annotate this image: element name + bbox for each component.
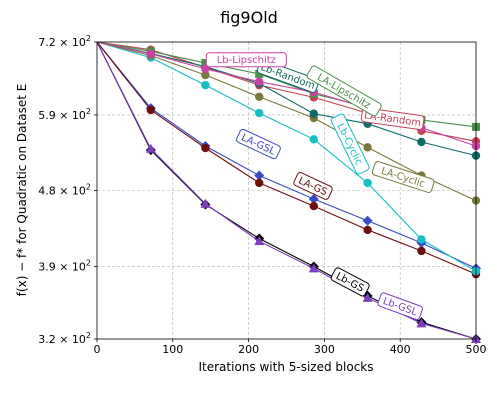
data-point — [363, 178, 372, 188]
series-label: Lb-GS — [330, 267, 370, 297]
data-point — [200, 198, 211, 208]
x-tick-label: 300 — [314, 343, 335, 356]
y-axis-label: f(x) − f* for Quadratic on Dataset E — [15, 84, 29, 297]
x-tick-label: 100 — [162, 343, 183, 356]
data-point — [309, 135, 318, 144]
data-point — [255, 92, 264, 101]
x-tick-label: 200 — [238, 343, 259, 356]
series-line — [96, 41, 477, 157]
y-tick-label: 3.9 × 102 — [38, 259, 91, 274]
data-point — [308, 193, 319, 204]
data-point — [255, 77, 264, 86]
series-label-box — [371, 161, 435, 193]
series-label: Lb-Lipschitz — [205, 52, 287, 68]
plot-frame — [96, 41, 477, 340]
data-point — [362, 215, 373, 226]
data-point — [309, 201, 318, 211]
series-line — [96, 41, 477, 272]
data-point — [255, 108, 264, 118]
series-label-box — [306, 65, 382, 117]
series-label: Lb-GSL — [377, 292, 423, 320]
y-tick-label: 7.2 × 102 — [38, 34, 91, 49]
series-label-box — [236, 128, 281, 160]
data-point — [146, 49, 156, 59]
data-point — [417, 137, 426, 147]
series-label-box — [205, 52, 287, 68]
series-line — [96, 41, 477, 340]
x-tick-label: 500 — [466, 343, 487, 356]
series-label-box — [377, 292, 423, 320]
ticks: 0 100 200 300 400 500 7.2 × 102 5.9 × 102 4.8 × … — [38, 34, 486, 356]
data-point — [146, 105, 156, 115]
data-point — [201, 70, 210, 80]
y-tick-label: 4.8 × 102 — [38, 183, 91, 198]
series-label: LA-GSL — [236, 128, 281, 160]
data-point — [254, 236, 265, 246]
data-point — [201, 58, 210, 67]
x-tick-label: 400 — [390, 343, 411, 356]
x-axis-label: Iterations with 5-sized blocks — [199, 360, 374, 374]
chart-title: fig9Old — [220, 8, 278, 27]
series-label-box — [330, 113, 370, 175]
data-point — [255, 178, 264, 188]
data-point — [201, 143, 210, 153]
series-line — [96, 41, 477, 202]
data-point — [362, 292, 373, 302]
series-line — [96, 41, 477, 275]
data-point — [201, 80, 210, 90]
x-tick-label: 0 — [94, 343, 101, 356]
series-layer — [96, 41, 481, 344]
data-point — [145, 143, 156, 153]
data-point — [309, 109, 318, 118]
data-point — [308, 263, 319, 273]
series-label-text: Lb-Lipschitz — [217, 55, 276, 66]
data-point — [363, 143, 372, 152]
series-labels: Lb-GSLb-GSLLA-GSLLA-GSLb-CyclicLA-Cyclic… — [205, 52, 435, 320]
data-point — [255, 69, 264, 78]
series-line — [96, 41, 477, 269]
series-label-box — [330, 267, 370, 297]
y-tick-label: 3.2 × 102 — [38, 331, 91, 346]
series-label-box — [293, 172, 333, 200]
data-point — [417, 246, 426, 256]
data-point — [363, 225, 372, 235]
y-tick-label: 5.9 × 102 — [38, 107, 91, 122]
data-point — [254, 170, 265, 181]
data-point — [416, 318, 427, 328]
data-point — [417, 235, 426, 244]
